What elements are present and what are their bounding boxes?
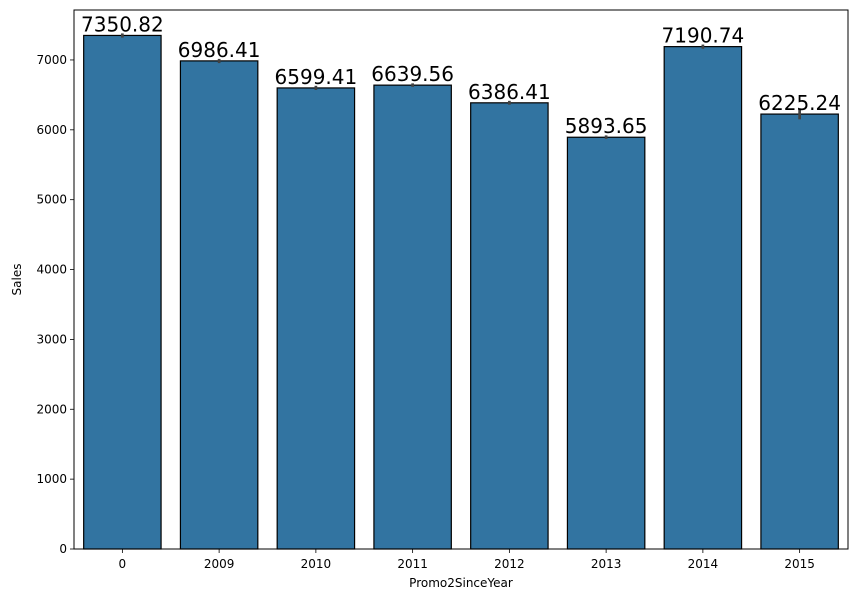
data-label-0: 7350.82	[81, 12, 164, 36]
bars-layer	[83, 34, 839, 550]
data-label-2014: 7190.74	[662, 24, 745, 48]
x-tick-label-2009: 2009	[204, 557, 235, 571]
bar-2010	[276, 87, 356, 550]
axes-layer: 0 2009 2010 2011 2012 2013 2014 2015 0 1000 2000 30…	[36, 9, 849, 571]
data-label-2010: 6599.41	[275, 65, 358, 89]
y-tick-label-6000: 6000	[36, 123, 67, 137]
data-labels-layer: 7350.82 6986.41 6599.41 6639.56 6386.41 5893.…	[81, 12, 841, 138]
y-tick-label-1000: 1000	[36, 472, 67, 486]
x-tick-label-2010: 2010	[301, 557, 332, 571]
error-bars-layer	[121, 33, 801, 139]
data-label-2011: 6639.56	[371, 62, 454, 86]
plot-frame	[73, 9, 849, 550]
y-tick-label-0: 0	[59, 542, 67, 556]
y-tick-label-7000: 7000	[36, 53, 67, 67]
data-label-2012: 6386.41	[468, 80, 551, 104]
y-tick-label-3000: 3000	[36, 332, 67, 346]
x-tick-label-2014: 2014	[688, 557, 719, 571]
x-tick-label-2012: 2012	[494, 557, 525, 571]
bar-2012	[470, 102, 549, 550]
y-tick-label-5000: 5000	[36, 193, 67, 207]
bar-0	[83, 34, 162, 550]
x-tick-label-2011: 2011	[397, 557, 428, 571]
bar-2015	[760, 113, 839, 550]
bar-2013	[566, 136, 646, 550]
bar-2011	[373, 84, 452, 550]
y-axis-title: Sales	[10, 264, 24, 296]
data-label-2015: 6225.24	[758, 91, 841, 115]
data-label-2013: 5893.65	[565, 114, 648, 138]
y-tick-label-4000: 4000	[36, 263, 67, 277]
bar-2014	[663, 46, 743, 550]
bar-2009	[179, 60, 259, 550]
y-tick-label-2000: 2000	[36, 402, 67, 416]
x-tick-label-2013: 2013	[591, 557, 622, 571]
x-tick-label-2015: 2015	[784, 557, 815, 571]
data-label-2009: 6986.41	[178, 38, 261, 62]
x-tick-label-0: 0	[119, 557, 127, 571]
x-axis-title: Promo2SinceYear	[409, 576, 513, 590]
